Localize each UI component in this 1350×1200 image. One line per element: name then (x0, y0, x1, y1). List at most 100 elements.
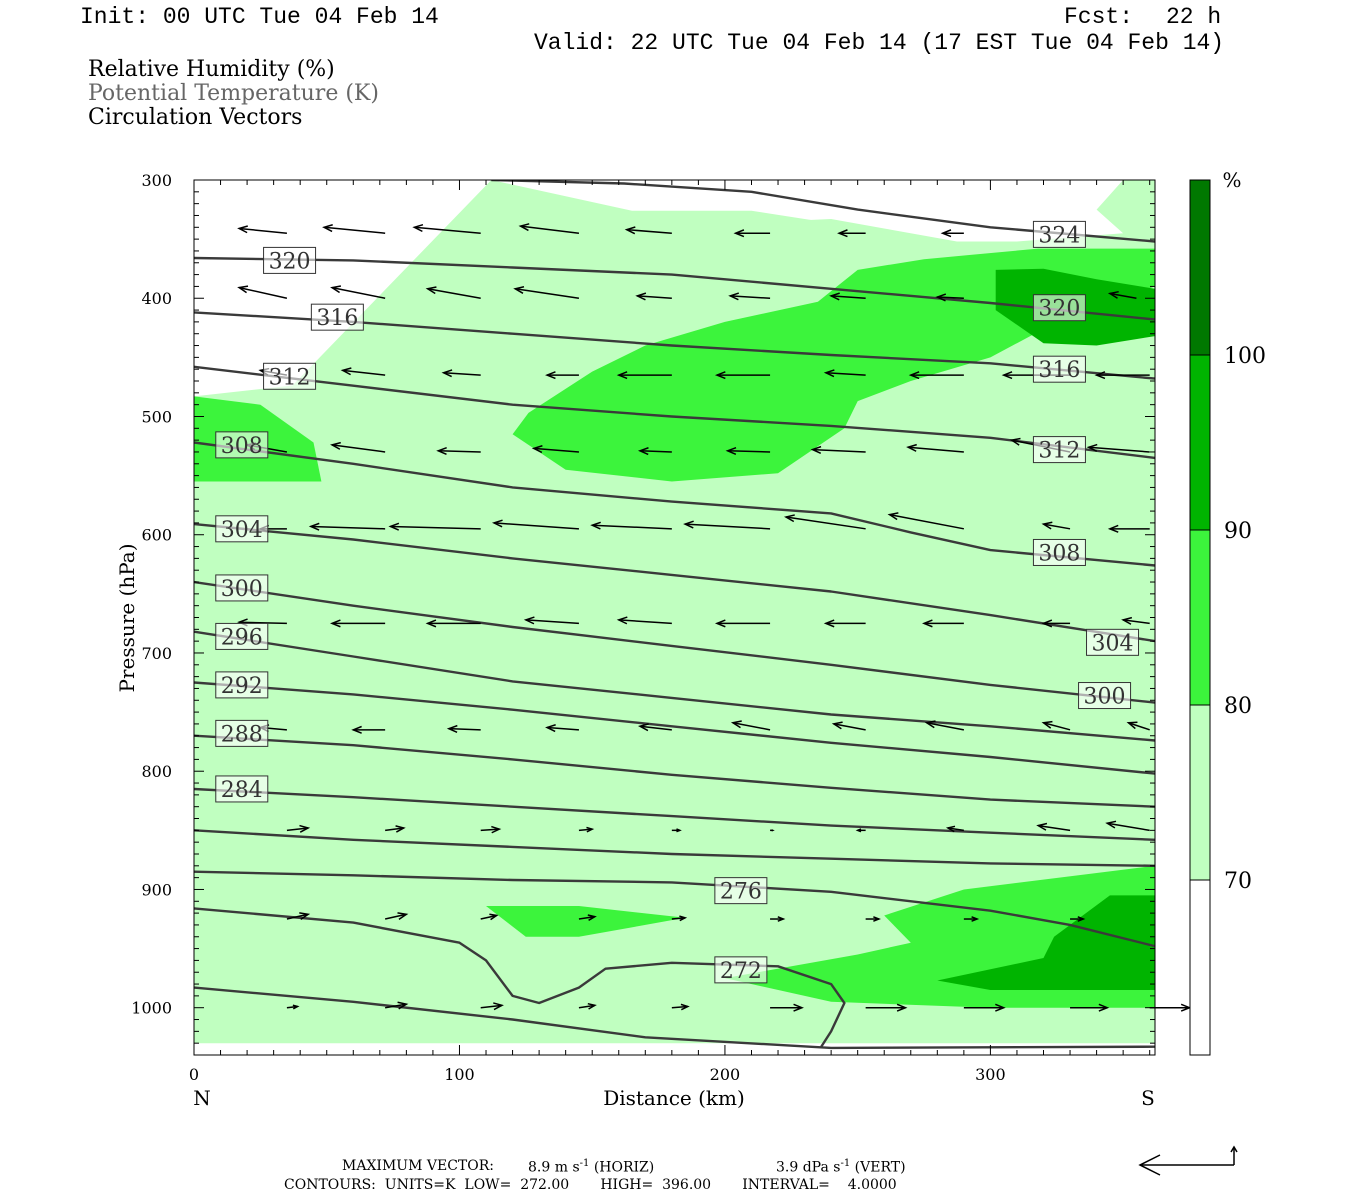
vector-shaft (1128, 722, 1150, 731)
vector-arrow (1094, 371, 1150, 380)
theta-contour-288-15 (194, 734, 1155, 808)
contour-label-box (215, 574, 269, 602)
colorbar-segment (1189, 179, 1211, 356)
vector-shaft (937, 296, 964, 299)
y-tick-label: 300 (141, 171, 172, 190)
vector-arrow (480, 825, 502, 834)
contour-label-text: 312 (1038, 439, 1080, 464)
contour-label-text: 296 (221, 625, 263, 650)
vector-shaft (310, 525, 386, 530)
colorbar-segment (1189, 354, 1211, 531)
vector-shaft (626, 228, 672, 234)
contour-label-320: 320 (263, 246, 317, 274)
vector-shaft (727, 450, 771, 453)
contour-label-text: 320 (1038, 297, 1080, 322)
vector-head (940, 229, 952, 238)
vector-shaft (671, 1005, 688, 1009)
vector-arrow (770, 916, 786, 922)
vector-arrow (578, 1002, 597, 1010)
vector-head (1041, 619, 1053, 628)
vector-arrow (308, 522, 386, 531)
vector-shaft (239, 621, 287, 625)
vector-arrow (286, 912, 311, 920)
vector-arrow (1070, 916, 1086, 922)
reference-vector-icon (1138, 1145, 1238, 1176)
contour-label-304: 304 (215, 515, 269, 543)
vector-arrow (823, 369, 866, 378)
vector-head (1105, 820, 1117, 829)
max-horiz-unit: (HORIZ) (593, 1159, 655, 1176)
vector-head (491, 825, 502, 834)
vector-head (829, 292, 840, 301)
vector-arrow (908, 371, 964, 380)
vector-head (771, 829, 775, 832)
vector-arrow (671, 828, 682, 833)
vector-arrow (714, 371, 771, 380)
vector-arrow (545, 724, 579, 733)
vector-head (679, 915, 688, 922)
contour-label-312: 312 (1032, 436, 1086, 464)
vector-arrow (425, 619, 481, 628)
vector-shaft (324, 226, 386, 234)
colorbar-segment (1189, 529, 1211, 706)
contour-label-304: 304 (1086, 628, 1140, 656)
contour-label-284: 284 (215, 775, 269, 803)
vector-shaft (1038, 824, 1071, 832)
theta-contour-312-5 (194, 365, 1155, 460)
vector-head (676, 828, 682, 833)
vector-arrow (384, 912, 409, 920)
vector-arrow (286, 824, 311, 833)
vector-shaft (947, 827, 964, 832)
vector-head (906, 443, 917, 452)
vector-shaft (438, 450, 481, 453)
y-tick-label: 800 (141, 762, 172, 781)
rh-region-80-2 (512, 248, 1155, 482)
vector-arrow (963, 1003, 1006, 1012)
vector-head (887, 512, 899, 521)
vector-arrow (837, 229, 866, 238)
contour-label-text: 288 (221, 722, 263, 747)
contour-label-box (215, 719, 269, 747)
theta-contour-unlabeled-17 (194, 829, 1155, 867)
contour-label-308: 308 (215, 431, 269, 459)
contour-label-box (263, 362, 317, 390)
vector-arrow (922, 619, 964, 628)
contour-label-box (1032, 436, 1086, 464)
contour-label-box (1032, 220, 1086, 248)
vector-arrow (637, 447, 672, 456)
vector-head (680, 1003, 690, 1011)
vector-arrow (624, 226, 672, 235)
vector-shaft (493, 522, 579, 530)
colorbar-segment (1189, 879, 1211, 1056)
vector-shaft (578, 828, 593, 832)
vector-shaft (390, 525, 481, 530)
vector-shaft (639, 450, 672, 453)
contour-label-box (215, 671, 269, 699)
contour-label-300: 300 (1078, 682, 1132, 710)
vector-head (412, 223, 424, 233)
vector-arrow (671, 1003, 690, 1011)
x-end-label-north: N (193, 1086, 211, 1110)
theta-contour-272-19 (194, 907, 846, 1049)
vector-head (545, 371, 556, 380)
vector-arrow (523, 616, 579, 625)
vector-arrow (865, 1003, 908, 1012)
vector-head (308, 522, 320, 531)
contour-label-text: 292 (221, 674, 263, 699)
vector-arrow (616, 371, 672, 380)
vector-arrow (1041, 619, 1071, 628)
vector-head (730, 720, 742, 729)
contour-label-text: 324 (1038, 223, 1080, 248)
vector-head (1077, 916, 1086, 922)
vector-head (351, 725, 362, 734)
vector-shaft (730, 295, 771, 299)
vert-exponent: -1 (840, 1158, 851, 1169)
contour-label-text: 312 (269, 365, 311, 390)
vector-shaft (427, 288, 481, 299)
contour-label-text: 276 (720, 880, 762, 905)
vector-head (1094, 371, 1106, 380)
vector-arrow (330, 441, 386, 453)
vector-shaft (520, 225, 580, 234)
vector-head (587, 1002, 597, 1010)
vector-shaft (547, 726, 579, 731)
